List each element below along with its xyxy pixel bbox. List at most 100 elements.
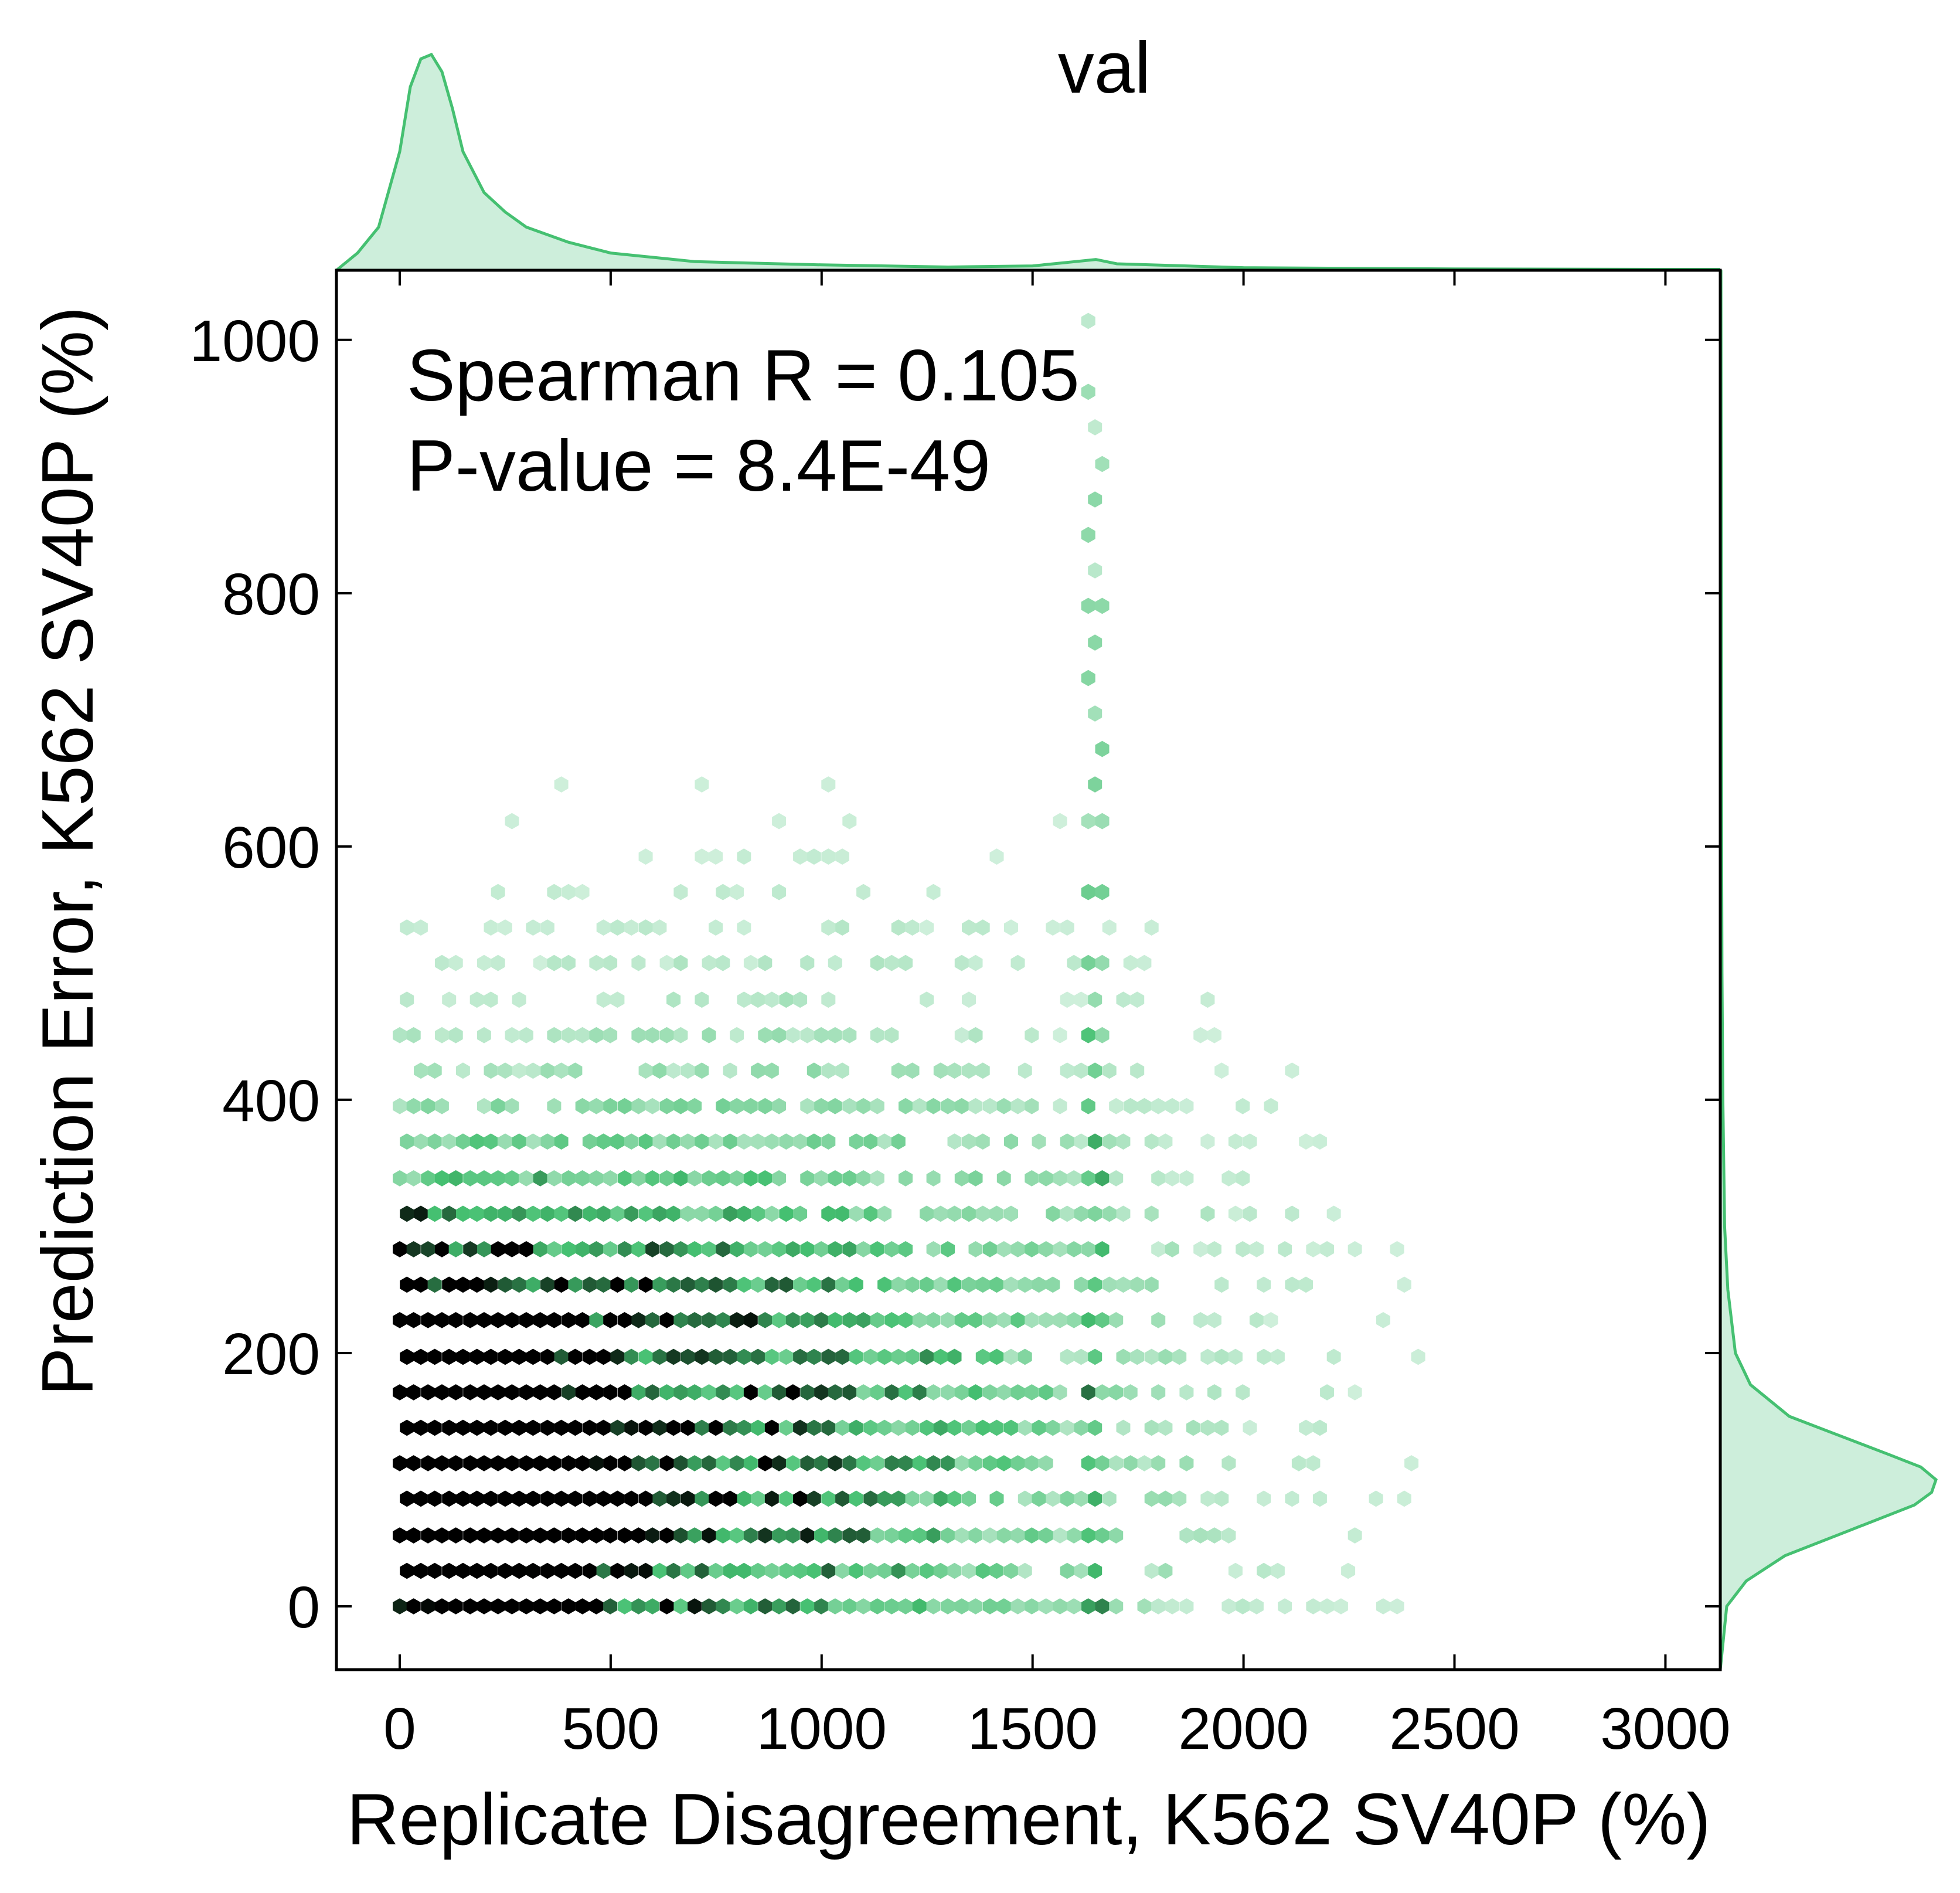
hex-bin bbox=[1102, 1133, 1117, 1150]
hex-bin bbox=[554, 1133, 569, 1150]
hex-bin bbox=[435, 954, 449, 971]
hex-bin bbox=[709, 1419, 723, 1436]
hex-bin bbox=[1333, 1598, 1348, 1615]
hex-bin bbox=[877, 1133, 891, 1150]
hex-bin bbox=[947, 1348, 962, 1365]
hex-bin bbox=[491, 1241, 505, 1258]
hex-bin bbox=[1116, 1419, 1131, 1436]
hex-bin bbox=[540, 1062, 554, 1079]
hex-bin bbox=[695, 1562, 709, 1579]
hex-bin bbox=[1088, 634, 1102, 651]
hex-bin bbox=[652, 1133, 667, 1150]
hex-bin bbox=[1004, 1205, 1018, 1222]
hex-bin bbox=[996, 1097, 1011, 1114]
hex-bin bbox=[638, 1133, 653, 1150]
hex-bin bbox=[800, 1097, 815, 1114]
hex-bin bbox=[758, 1598, 773, 1615]
hex-bin bbox=[968, 1097, 983, 1114]
hex-bin bbox=[905, 1348, 920, 1365]
hex-bin bbox=[743, 1170, 758, 1187]
hex-bin bbox=[491, 1312, 505, 1328]
hex-bin bbox=[1088, 776, 1102, 793]
hex-bin bbox=[540, 1490, 554, 1507]
hex-bin bbox=[743, 954, 758, 971]
hex-bin bbox=[1081, 813, 1095, 830]
hex-bin bbox=[1046, 1419, 1060, 1436]
hex-bin bbox=[1067, 1312, 1081, 1328]
hex-bin bbox=[800, 1312, 815, 1328]
hex-bin bbox=[645, 1527, 660, 1544]
hex-bin bbox=[659, 1097, 674, 1114]
hex-bin bbox=[477, 1384, 491, 1401]
hex-bin bbox=[983, 1455, 997, 1471]
hex-bin bbox=[638, 919, 653, 936]
hex-bin bbox=[688, 1384, 702, 1401]
hex-bin bbox=[519, 1170, 533, 1187]
hex-bin bbox=[1320, 1384, 1335, 1401]
hex-bin bbox=[442, 1348, 457, 1365]
hex-bin bbox=[491, 954, 505, 971]
hex-bin bbox=[1088, 1276, 1102, 1293]
hex-bin bbox=[505, 1527, 519, 1544]
hex-bin bbox=[716, 1527, 730, 1544]
hex-bin bbox=[610, 1276, 625, 1293]
hex-bin bbox=[547, 883, 562, 900]
hex-bin bbox=[779, 1276, 794, 1293]
hex-bin bbox=[406, 1384, 421, 1401]
hex-bin bbox=[962, 919, 976, 936]
hexbin-layer bbox=[393, 312, 1425, 1615]
hex-bin bbox=[1074, 1419, 1088, 1436]
hex-bin bbox=[659, 1027, 674, 1044]
hex-bin bbox=[1207, 1527, 1221, 1544]
hex-bin bbox=[512, 1562, 526, 1579]
hex-bin bbox=[582, 1490, 597, 1507]
hex-bin bbox=[512, 1205, 526, 1222]
hex-bin bbox=[1060, 1133, 1074, 1150]
hex-bin bbox=[505, 1455, 519, 1471]
hex-bin bbox=[975, 1419, 990, 1436]
hex-bin bbox=[645, 1598, 660, 1615]
hex-bin bbox=[849, 1133, 863, 1150]
hex-bin bbox=[688, 1527, 702, 1544]
hex-bin bbox=[1228, 1205, 1243, 1222]
hex-bin bbox=[1151, 1241, 1166, 1258]
hex-bin bbox=[891, 1276, 906, 1293]
hex-bin bbox=[1306, 1241, 1321, 1258]
hex-bin bbox=[519, 1598, 533, 1615]
hex-bin bbox=[603, 1027, 618, 1044]
hex-bin bbox=[1144, 1205, 1159, 1222]
hex-bin bbox=[1116, 991, 1131, 1008]
hex-bin bbox=[730, 1170, 744, 1187]
hex-bin bbox=[393, 1455, 407, 1471]
hex-bin bbox=[716, 1097, 730, 1114]
hex-bin bbox=[448, 954, 463, 971]
hex-bin bbox=[491, 1527, 505, 1544]
hex-bin bbox=[1221, 1455, 1236, 1471]
hex-bin bbox=[1053, 813, 1067, 830]
hex-bin bbox=[414, 1490, 428, 1507]
hex-bin bbox=[1137, 954, 1152, 971]
hex-bin bbox=[941, 1312, 955, 1328]
hex-bin bbox=[1123, 954, 1138, 971]
hex-bin bbox=[877, 1419, 891, 1436]
axis-ticks bbox=[336, 270, 1720, 1670]
hex-bin bbox=[624, 1205, 639, 1222]
hex-bin bbox=[435, 1170, 449, 1187]
hex-bin bbox=[406, 1598, 421, 1615]
hex-bin bbox=[807, 1562, 821, 1579]
hex-bin bbox=[743, 1241, 758, 1258]
hex-bin bbox=[899, 1527, 913, 1544]
hex-bin bbox=[807, 1348, 821, 1365]
hex-bin bbox=[1088, 562, 1102, 579]
hex-bin bbox=[638, 1562, 653, 1579]
hex-bin bbox=[828, 954, 842, 971]
hex-bin bbox=[575, 1455, 590, 1471]
hex-bin bbox=[1264, 1312, 1278, 1328]
hex-bin bbox=[962, 1062, 976, 1079]
hex-bin bbox=[526, 1348, 540, 1365]
hex-bin bbox=[680, 1062, 695, 1079]
hex-bin bbox=[393, 1598, 407, 1615]
hex-bin bbox=[1306, 1598, 1321, 1615]
hex-bin bbox=[673, 1027, 688, 1044]
